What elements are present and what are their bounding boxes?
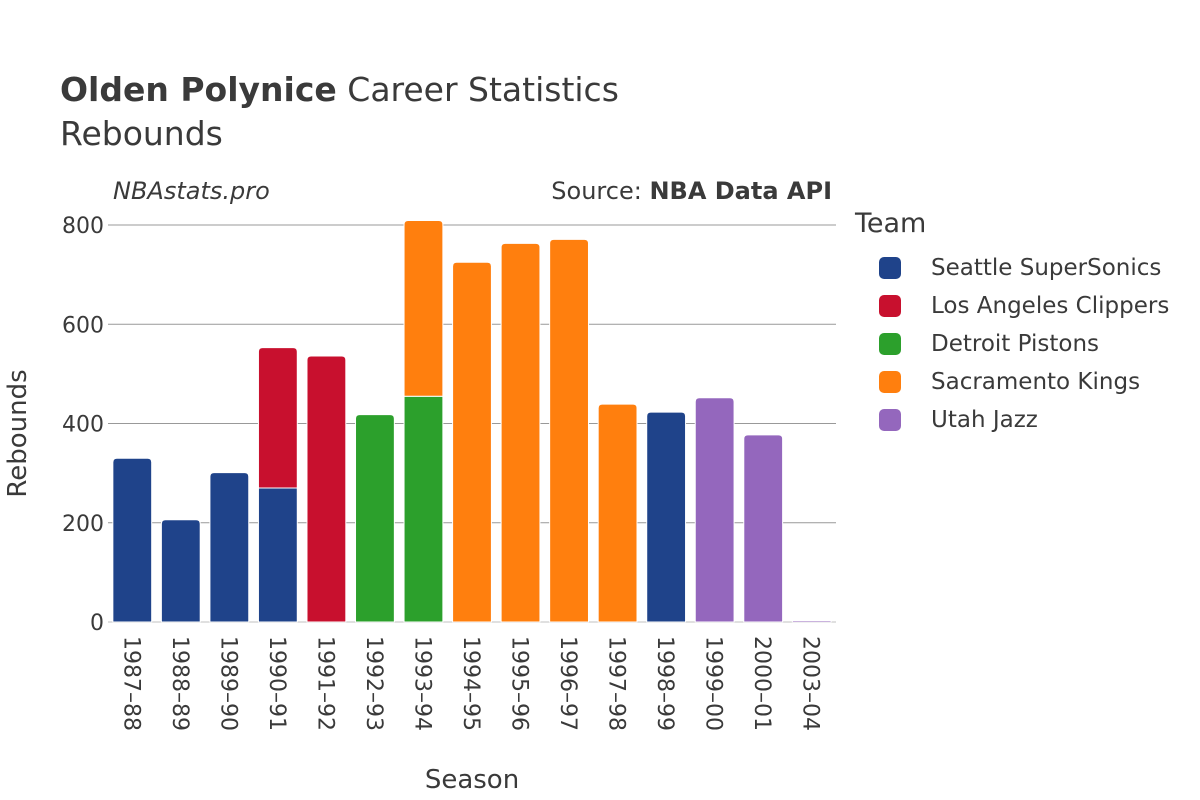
bar-segment bbox=[403, 395, 444, 623]
y-axis-title: Rebounds bbox=[3, 369, 33, 497]
legend-title: Team bbox=[855, 208, 927, 239]
legend-item[interactable]: Sacramento Kings bbox=[855, 363, 1169, 401]
source-label: Source: bbox=[551, 177, 650, 205]
y-tick-label: 0 bbox=[90, 611, 104, 636]
chart-subtitle: Rebounds bbox=[60, 114, 223, 153]
x-tick-label: 2000–01 bbox=[749, 636, 774, 731]
bar-segment bbox=[257, 487, 298, 623]
bar-segment bbox=[694, 397, 735, 623]
legend-item[interactable]: Detroit Pistons bbox=[855, 325, 1169, 363]
legend-label: Los Angeles Clippers bbox=[931, 293, 1170, 319]
legend-swatch bbox=[879, 295, 901, 317]
x-tick-label: 1991–92 bbox=[312, 636, 337, 731]
legend-swatch bbox=[879, 257, 901, 279]
x-tick-label: 1994–95 bbox=[458, 636, 483, 731]
x-tick-label: 1995–96 bbox=[507, 636, 532, 731]
source-name: NBA Data API bbox=[649, 177, 832, 205]
y-tick-label: 600 bbox=[62, 313, 104, 338]
bar-segment bbox=[500, 242, 541, 623]
bar-segment bbox=[597, 403, 638, 623]
legend-item[interactable]: Utah Jazz bbox=[855, 401, 1169, 439]
chart-title: Olden Polynice Career Statistics Rebound… bbox=[60, 68, 619, 156]
title-player-name: Olden Polynice bbox=[60, 70, 337, 109]
legend-swatch bbox=[879, 333, 901, 355]
y-tick-label: 400 bbox=[62, 413, 104, 438]
x-tick-label: 1989–90 bbox=[215, 636, 240, 731]
legend-label: Sacramento Kings bbox=[931, 369, 1141, 395]
legend-swatch bbox=[879, 409, 901, 431]
watermark: NBAstats.pro bbox=[113, 177, 270, 205]
x-tick-label: 1988–89 bbox=[167, 636, 192, 731]
legend-item[interactable]: Los Angeles Clippers bbox=[855, 287, 1169, 325]
bar-segment bbox=[355, 414, 395, 623]
bar-segment bbox=[791, 620, 832, 623]
bar-segment bbox=[306, 355, 347, 623]
x-tick-label: 1987–88 bbox=[118, 636, 143, 731]
x-tick-label: 1990–91 bbox=[264, 636, 289, 731]
bar-segment bbox=[549, 238, 589, 623]
legend-swatch bbox=[879, 371, 901, 393]
legend-label: Utah Jazz bbox=[931, 407, 1038, 433]
source-credit: Source: NBA Data API bbox=[551, 177, 832, 205]
bar-segment bbox=[452, 261, 492, 623]
x-tick-label: 2003–04 bbox=[798, 636, 823, 731]
legend: Team Seattle SuperSonics Los Angeles Clip… bbox=[855, 208, 1169, 439]
bar-segment bbox=[403, 220, 444, 397]
bar-segment bbox=[743, 434, 784, 623]
x-tick-label: 1998–99 bbox=[652, 636, 677, 731]
title-rest: Career Statistics bbox=[336, 70, 619, 109]
legend-label: Seattle SuperSonics bbox=[931, 255, 1162, 281]
y-tick-label: 800 bbox=[62, 214, 104, 239]
legend-label: Detroit Pistons bbox=[931, 331, 1100, 357]
x-tick-label: 1996–97 bbox=[555, 636, 580, 731]
x-tick-label: 1992–93 bbox=[361, 636, 386, 731]
bar-segment bbox=[646, 411, 687, 623]
x-tick-label: 1999–00 bbox=[701, 636, 726, 731]
bar-segment bbox=[112, 457, 153, 623]
legend-items: Seattle SuperSonics Los Angeles Clippers D… bbox=[855, 249, 1169, 439]
bar-segment bbox=[160, 519, 201, 623]
legend-item[interactable]: Seattle SuperSonics bbox=[855, 249, 1169, 287]
bar-segment bbox=[209, 472, 250, 623]
x-tick-label: 1993–94 bbox=[409, 636, 434, 731]
y-tick-label: 200 bbox=[62, 512, 104, 537]
x-tick-label: 1997–98 bbox=[604, 636, 629, 731]
x-axis-title: Season bbox=[425, 765, 519, 795]
bar-segment bbox=[257, 347, 298, 489]
